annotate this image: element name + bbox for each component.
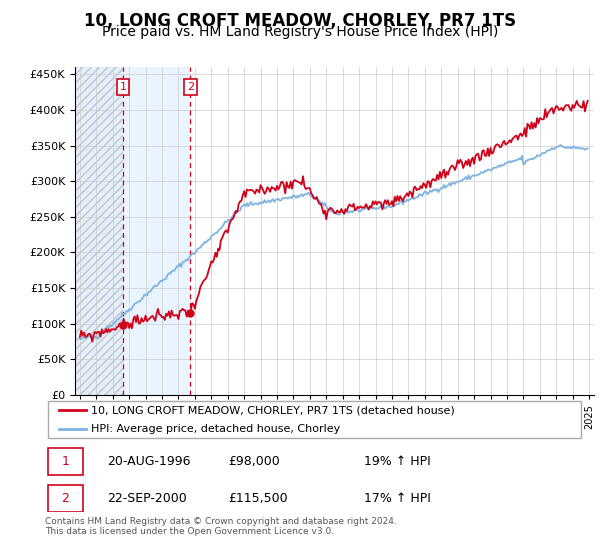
FancyBboxPatch shape [48, 485, 83, 512]
Text: 10, LONG CROFT MEADOW, CHORLEY, PR7 1TS (detached house): 10, LONG CROFT MEADOW, CHORLEY, PR7 1TS … [91, 405, 455, 415]
Text: 22-SEP-2000: 22-SEP-2000 [107, 492, 187, 505]
Bar [123, 67, 190, 395]
Text: 2: 2 [187, 82, 194, 92]
Text: £115,500: £115,500 [229, 492, 288, 505]
Text: 1: 1 [61, 455, 69, 468]
Text: HPI: Average price, detached house, Chorley: HPI: Average price, detached house, Chor… [91, 424, 340, 433]
Text: 19% ↑ HPI: 19% ↑ HPI [364, 455, 430, 468]
Text: £98,000: £98,000 [229, 455, 280, 468]
FancyBboxPatch shape [48, 401, 581, 438]
Text: 1: 1 [119, 82, 127, 92]
FancyBboxPatch shape [48, 448, 83, 475]
Text: 10, LONG CROFT MEADOW, CHORLEY, PR7 1TS: 10, LONG CROFT MEADOW, CHORLEY, PR7 1TS [84, 12, 516, 30]
Text: Price paid vs. HM Land Registry's House Price Index (HPI): Price paid vs. HM Land Registry's House … [102, 25, 498, 39]
Bar [75, 67, 123, 395]
Text: 17% ↑ HPI: 17% ↑ HPI [364, 492, 430, 505]
Text: 2: 2 [61, 492, 69, 505]
Text: Contains HM Land Registry data © Crown copyright and database right 2024.
This d: Contains HM Land Registry data © Crown c… [45, 517, 397, 536]
Text: 20-AUG-1996: 20-AUG-1996 [107, 455, 191, 468]
